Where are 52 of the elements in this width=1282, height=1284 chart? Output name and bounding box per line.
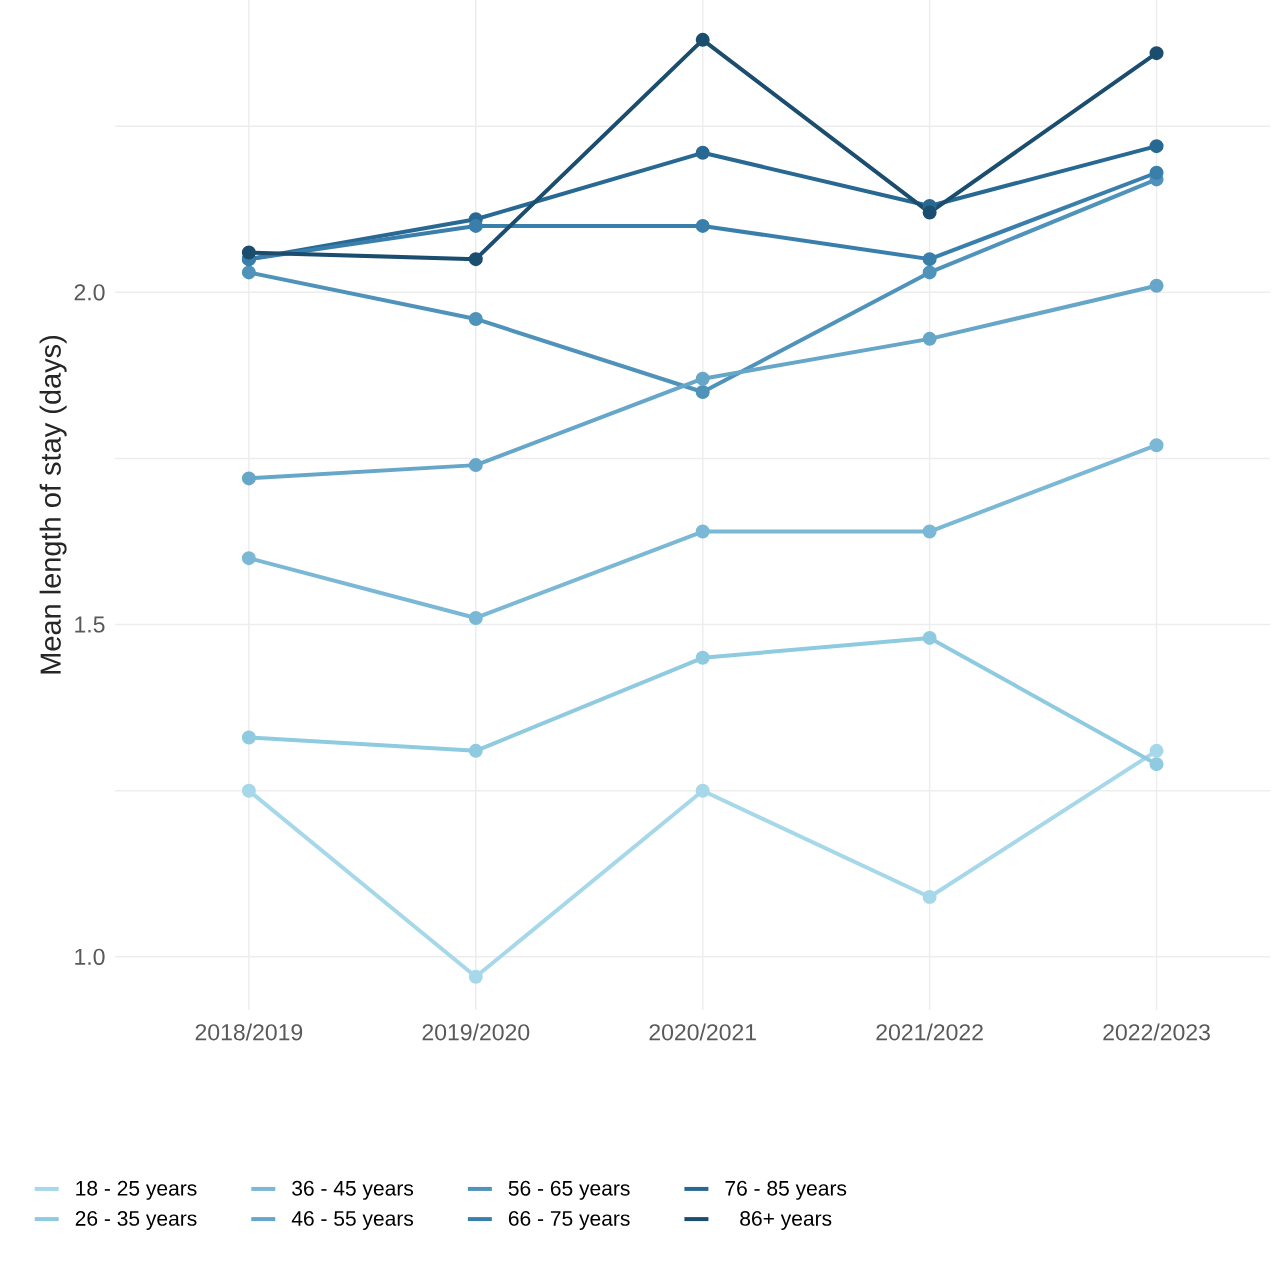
point (468, 969, 483, 984)
point (922, 331, 937, 346)
point (468, 218, 483, 233)
point (695, 524, 710, 539)
legend-label: 18 - 25 years (76, 1180, 197, 1200)
point (695, 650, 710, 665)
legend-label: 36 - 45 years (292, 1180, 414, 1200)
y-tick-label: 1.0 (75, 948, 105, 965)
point (695, 218, 710, 233)
point (1149, 278, 1164, 293)
point (922, 890, 937, 905)
point (922, 205, 937, 220)
point (922, 630, 937, 645)
point (241, 730, 256, 745)
x-tick-label: 2020/2021 (649, 1023, 756, 1041)
point (695, 385, 710, 400)
point (241, 471, 256, 486)
point (1149, 139, 1164, 154)
legend-label: 76 - 85 years (725, 1180, 847, 1200)
legend-label: 66 - 75 years (508, 1211, 630, 1231)
point (468, 458, 483, 473)
point (1149, 46, 1164, 61)
point (468, 311, 483, 326)
y-axis-title: Mean length of stay (days) (39, 335, 67, 674)
y-tick-label: 2.0 (74, 284, 105, 301)
point (695, 371, 710, 386)
point (922, 265, 937, 280)
x-tick-label: 2021/2022 (876, 1023, 983, 1041)
x-tick-label: 2022/2023 (1103, 1023, 1210, 1041)
point (468, 610, 483, 625)
point (1149, 757, 1164, 772)
point (241, 551, 256, 566)
point (1149, 165, 1164, 180)
point (1149, 743, 1164, 758)
legend-label: 56 - 65 years (508, 1180, 630, 1200)
point (241, 265, 256, 280)
point (695, 32, 710, 47)
legend-label: 46 - 55 years (291, 1211, 414, 1231)
point (695, 783, 710, 798)
point (922, 252, 937, 267)
x-tick-label: 2018/2019 (195, 1023, 303, 1041)
point (922, 524, 937, 539)
legend-label: 86+ years (740, 1211, 832, 1231)
point (695, 145, 710, 160)
x-tick-label: 2019/2020 (422, 1023, 530, 1041)
point (1149, 438, 1164, 453)
y-tick-label: 1.5 (75, 616, 105, 633)
point (241, 245, 256, 260)
legend-label: 26 - 35 years (75, 1211, 197, 1231)
point (468, 743, 483, 758)
point (468, 252, 483, 267)
point (241, 783, 256, 798)
